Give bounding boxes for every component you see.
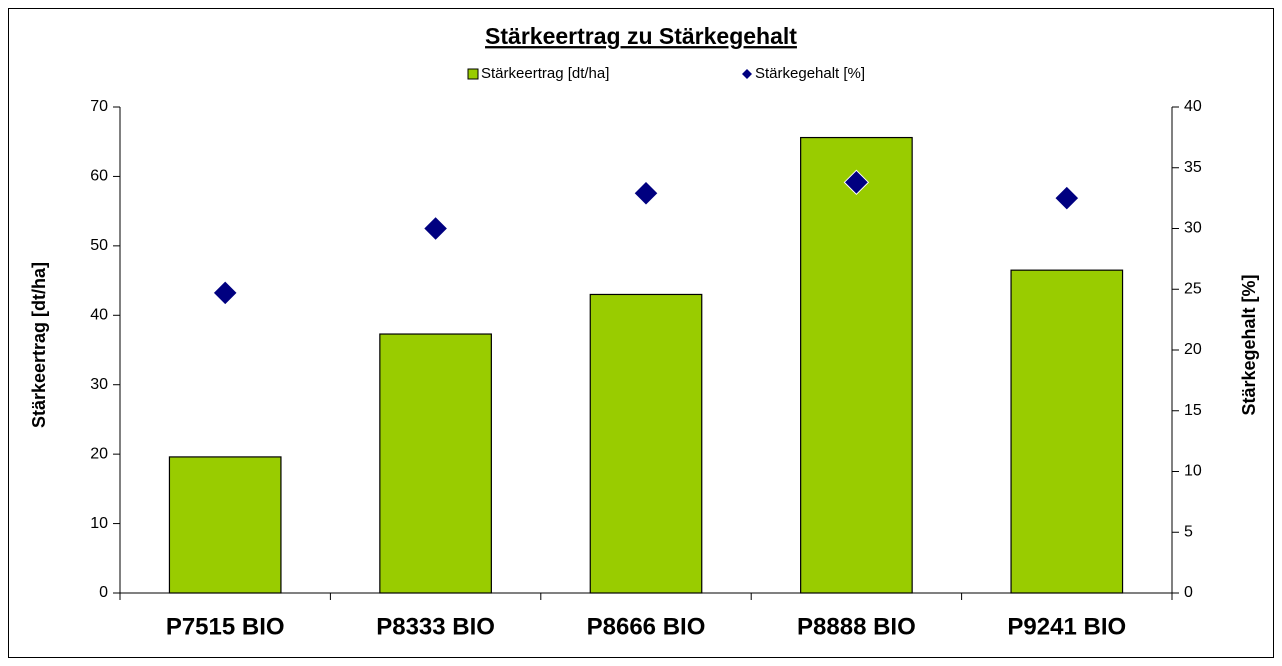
y-tick-label: 20 — [90, 445, 108, 462]
legend-swatch — [742, 69, 752, 79]
y2-axis-label: Stärkegehalt [%] — [1239, 274, 1259, 415]
marker — [212, 280, 238, 306]
y-tick-label: 30 — [90, 376, 108, 393]
y2-tick-label: 35 — [1184, 159, 1202, 176]
x-tick-label: P8888 BIO — [797, 613, 916, 640]
y-tick-label: 0 — [99, 584, 108, 601]
x-tick-label: P8333 BIO — [376, 613, 495, 640]
y2-tick-label: 40 — [1184, 98, 1202, 115]
x-tick-label: P7515 BIO — [166, 613, 285, 640]
x-tick-label: P8666 BIO — [587, 613, 706, 640]
y-tick-label: 10 — [90, 515, 108, 532]
legend-swatch — [467, 68, 479, 80]
bar — [1010, 269, 1124, 594]
chart-title: Stärkeertrag zu Stärkegehalt — [485, 23, 797, 49]
marker — [1054, 185, 1080, 211]
y-tick-label: 40 — [90, 307, 108, 324]
marker — [633, 180, 659, 206]
y2-tick-label: 5 — [1184, 523, 1193, 540]
legend-label: Stärkeertrag [dt/ha] — [481, 65, 609, 82]
legend-label: Stärkegehalt [%] — [755, 65, 865, 82]
bar — [379, 333, 492, 594]
y-axis-label: Stärkeertrag [dt/ha] — [29, 262, 49, 428]
y-tick-label: 70 — [90, 98, 108, 115]
y-tick-label: 50 — [90, 237, 108, 254]
bar — [589, 293, 703, 594]
bar — [168, 456, 282, 594]
y2-tick-label: 25 — [1184, 280, 1202, 297]
bar — [800, 136, 913, 594]
marker — [422, 215, 449, 242]
y2-tick-label: 30 — [1184, 220, 1202, 237]
y-tick-label: 60 — [90, 168, 108, 185]
y2-tick-label: 0 — [1184, 584, 1193, 601]
x-tick-label: P9241 BIO — [1007, 613, 1126, 640]
y2-tick-label: 10 — [1184, 463, 1202, 480]
marker — [843, 169, 870, 196]
y2-tick-label: 15 — [1184, 402, 1202, 419]
y2-tick-label: 20 — [1184, 341, 1202, 358]
